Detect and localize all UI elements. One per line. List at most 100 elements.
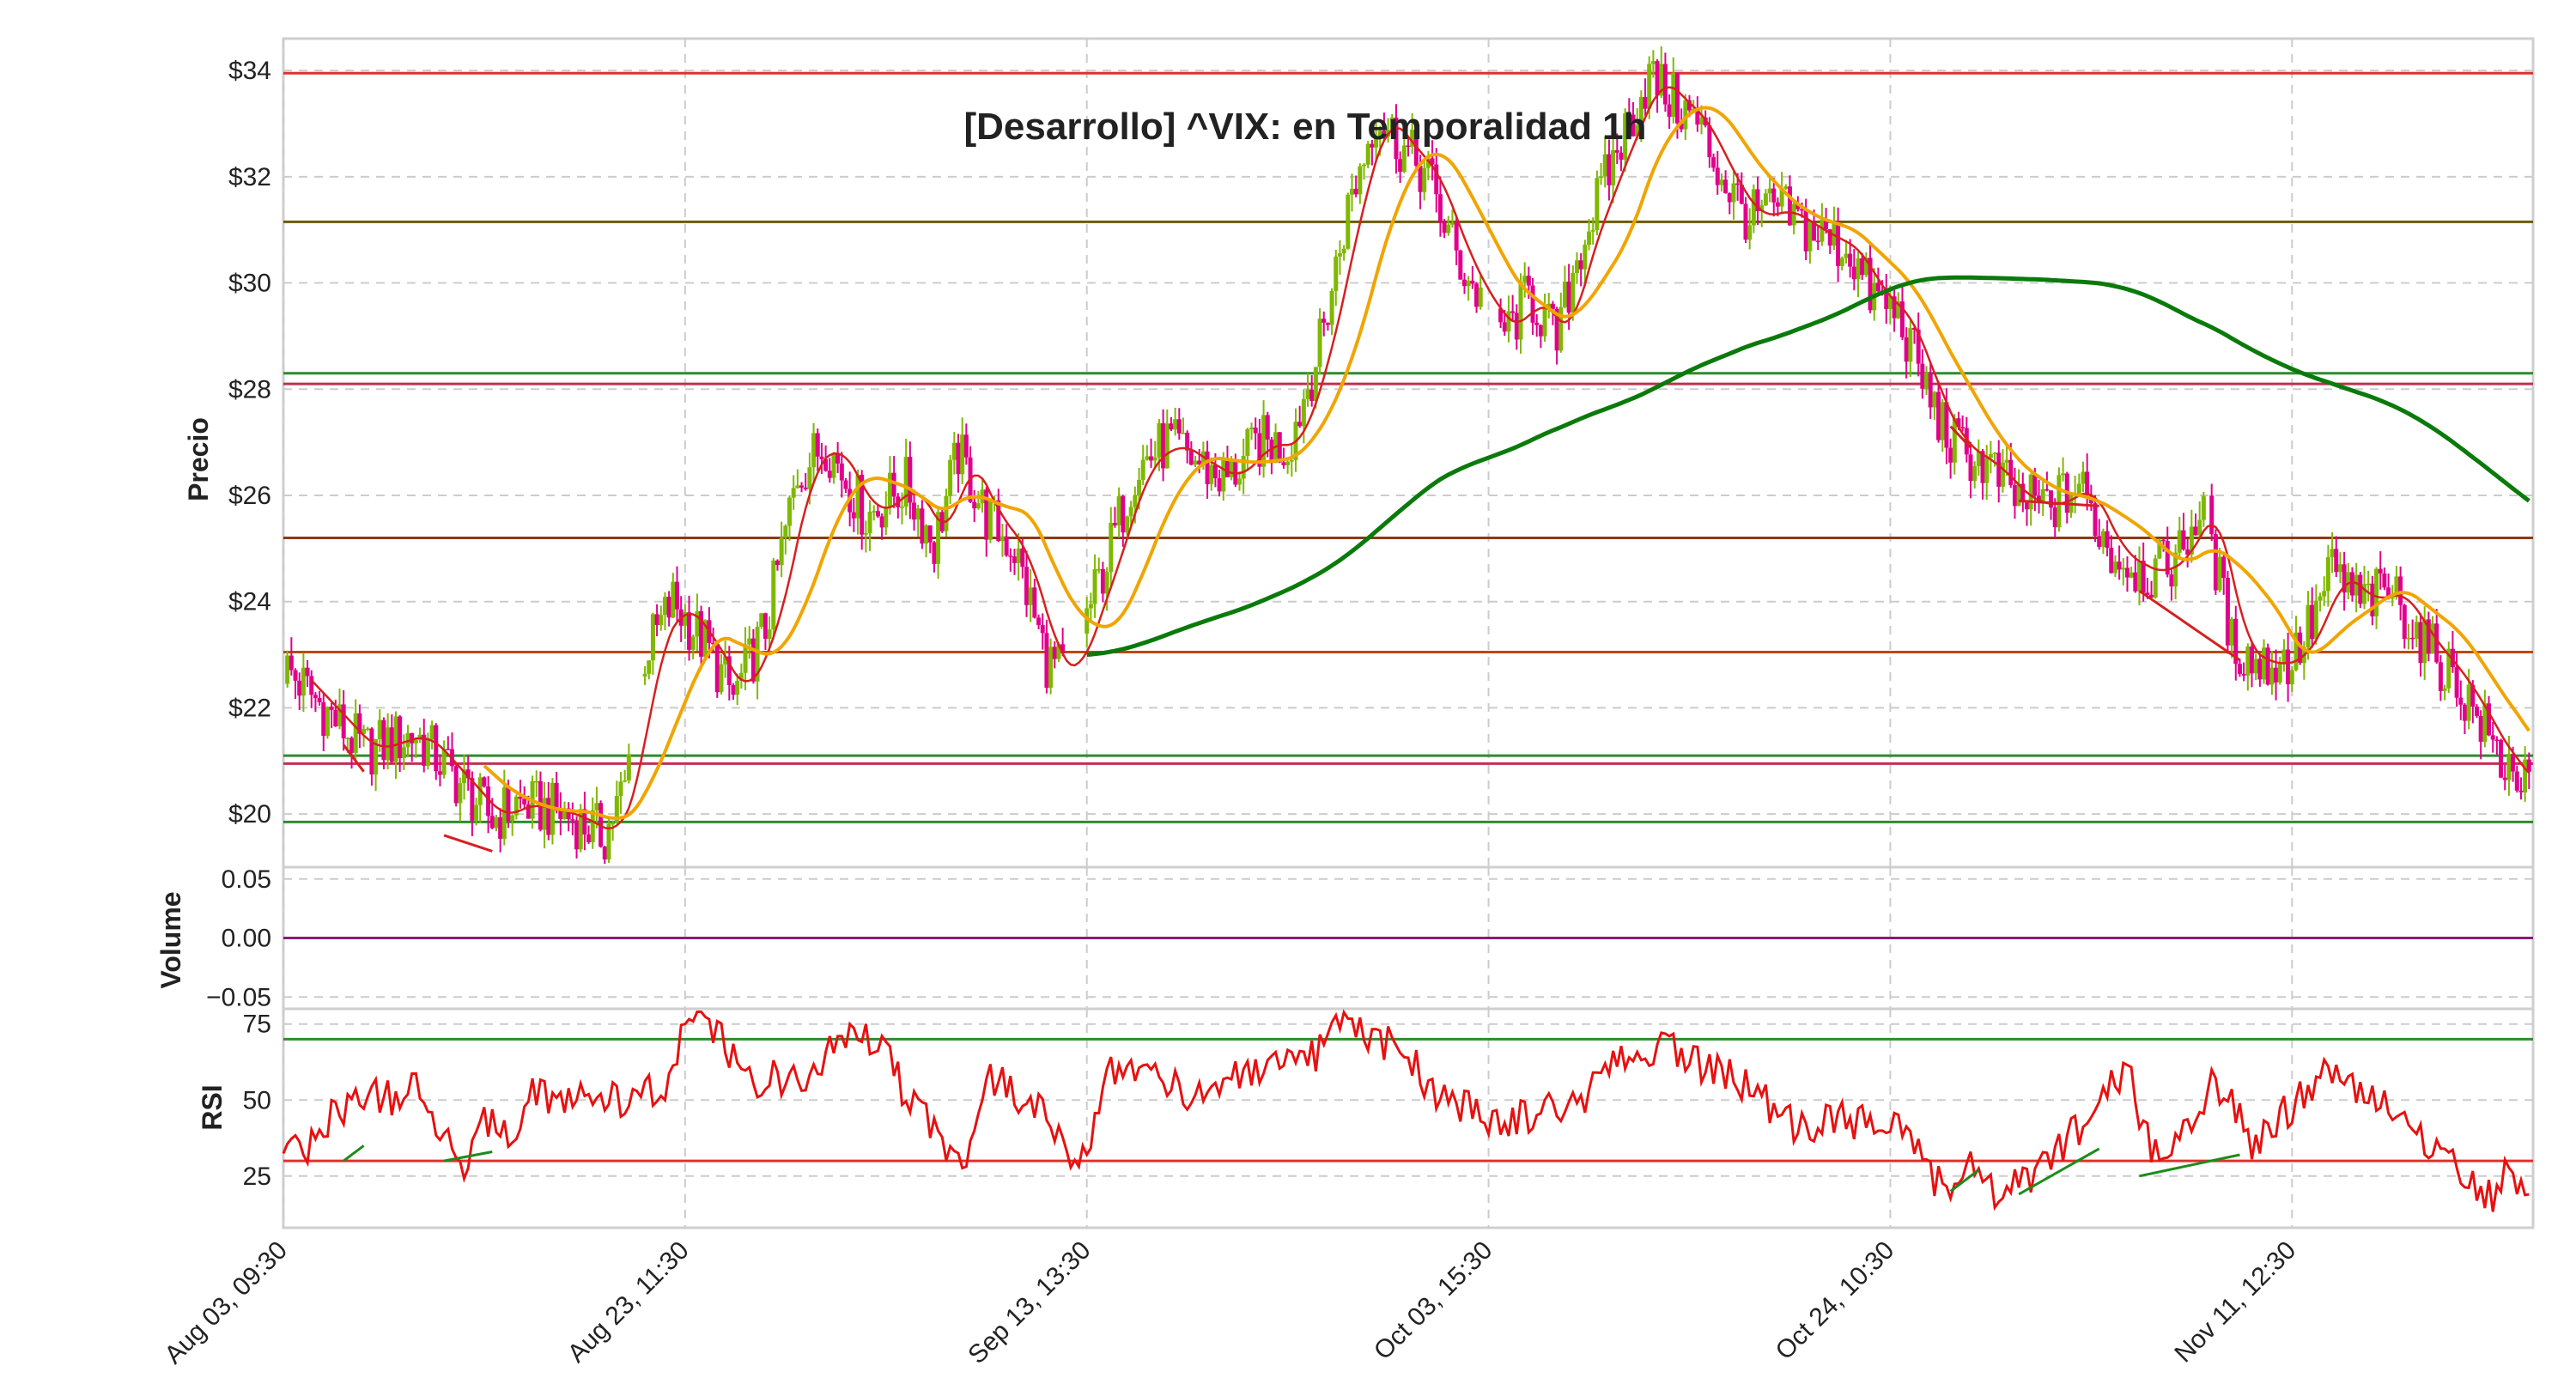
- candle-body: [1088, 604, 1093, 609]
- candle-body: [425, 739, 430, 766]
- candle-body: [695, 610, 700, 637]
- candle-body: [1856, 258, 1861, 280]
- candle-body: [827, 470, 832, 478]
- candle-body: [2458, 697, 2464, 705]
- candle-body: [2025, 502, 2029, 510]
- candle-body: [1137, 479, 1142, 495]
- price-trend-segment-3: [2019, 499, 2099, 507]
- candle-body: [1868, 258, 1873, 311]
- candle-body: [1595, 178, 1600, 230]
- candle-body: [626, 754, 631, 780]
- candle-body: [606, 823, 611, 859]
- candle-body: [731, 685, 736, 695]
- candle-body: [2129, 572, 2134, 578]
- candle-body: [1430, 158, 1435, 165]
- candle-body: [2502, 777, 2507, 780]
- candle-body: [361, 729, 367, 734]
- candle-body: [900, 507, 904, 508]
- candle-body: [1478, 287, 1483, 307]
- candle-body: [1152, 457, 1157, 461]
- candle-body: [1337, 253, 1342, 257]
- candle-body: [759, 613, 764, 628]
- candle-body: [915, 508, 920, 520]
- moving-average-line-1: [483, 106, 2530, 821]
- candle-body: [767, 629, 772, 640]
- candle-body: [662, 597, 667, 616]
- candle-body: [470, 778, 475, 821]
- rsi-trend-segment-3: [2018, 1147, 2100, 1196]
- candle-body: [1851, 266, 1856, 280]
- candle-body: [675, 581, 679, 610]
- candle-body: [1133, 495, 1138, 507]
- price-ytick-label: $34: [228, 57, 271, 85]
- candle-body: [2362, 584, 2366, 604]
- candle-body: [1044, 633, 1049, 689]
- candle-body: [2201, 495, 2206, 520]
- candle-body: [2037, 495, 2042, 502]
- candle-body: [2016, 483, 2021, 507]
- candle-body: [2446, 648, 2451, 689]
- candle-body: [1771, 188, 1777, 203]
- candle-body: [1346, 194, 1351, 249]
- candle-body: [1193, 460, 1198, 465]
- candle-body: [2462, 704, 2467, 721]
- candle-body: [1623, 113, 1628, 160]
- candle-body: [750, 638, 756, 682]
- candle-body: [494, 816, 499, 829]
- candle-body: [1341, 248, 1346, 254]
- candle-body: [762, 613, 768, 640]
- candle-body: [1767, 188, 1772, 194]
- candle-body: [1912, 328, 1917, 330]
- candle-body: [738, 672, 744, 681]
- candle-body: [1534, 322, 1540, 325]
- candle-body: [1759, 205, 1765, 212]
- candle-body: [2049, 490, 2054, 508]
- candle-body: [1157, 422, 1162, 458]
- candle-body: [1422, 167, 1427, 192]
- candle-body: [1362, 164, 1367, 167]
- candle-body: [1988, 453, 1993, 458]
- candle-body: [1329, 290, 1334, 325]
- candle-body: [1578, 260, 1583, 270]
- candle-body: [1028, 587, 1033, 605]
- candle-body: [920, 508, 925, 544]
- candle-body: [1928, 373, 1933, 408]
- candle-body: [996, 500, 1001, 542]
- candle-body: [711, 642, 716, 645]
- candle-body: [1317, 319, 1322, 367]
- candle-body: [317, 697, 322, 702]
- candle-body: [887, 472, 892, 508]
- candle-body: [811, 433, 817, 468]
- candle-body: [1116, 495, 1121, 525]
- candle-body: [1350, 188, 1354, 195]
- candle-body: [1899, 301, 1905, 337]
- candle-body: [534, 780, 539, 783]
- candle-body: [2105, 531, 2110, 549]
- price-ytick-label: $24: [228, 588, 271, 616]
- candle-body: [743, 644, 748, 673]
- candle-body: [570, 819, 575, 821]
- candle-body: [924, 525, 929, 544]
- candle-body: [2386, 587, 2391, 599]
- candle-body: [1739, 185, 1744, 204]
- candle-body: [944, 495, 949, 531]
- candle-body: [775, 560, 780, 566]
- candle-body: [2406, 637, 2411, 640]
- chart-title: [Desarrollo] ^VIX: en Temporalidad 1h: [963, 106, 1646, 148]
- candle-body: [458, 783, 463, 804]
- candle-body: [2482, 703, 2488, 742]
- candle-body: [1052, 647, 1057, 659]
- candle-body: [1100, 568, 1105, 594]
- candle-body: [1036, 617, 1042, 625]
- candle-body: [1253, 428, 1258, 434]
- candle-body: [951, 442, 957, 460]
- candle-body: [1602, 154, 1607, 177]
- candle-body: [297, 680, 302, 696]
- candle-body: [1779, 188, 1784, 207]
- rsi-trend-segment-0: [343, 1144, 365, 1162]
- candle-body: [912, 502, 917, 520]
- candle-body: [554, 782, 559, 810]
- candle-body: [305, 667, 310, 677]
- candle-body: [1140, 459, 1145, 480]
- candle-body: [341, 704, 346, 738]
